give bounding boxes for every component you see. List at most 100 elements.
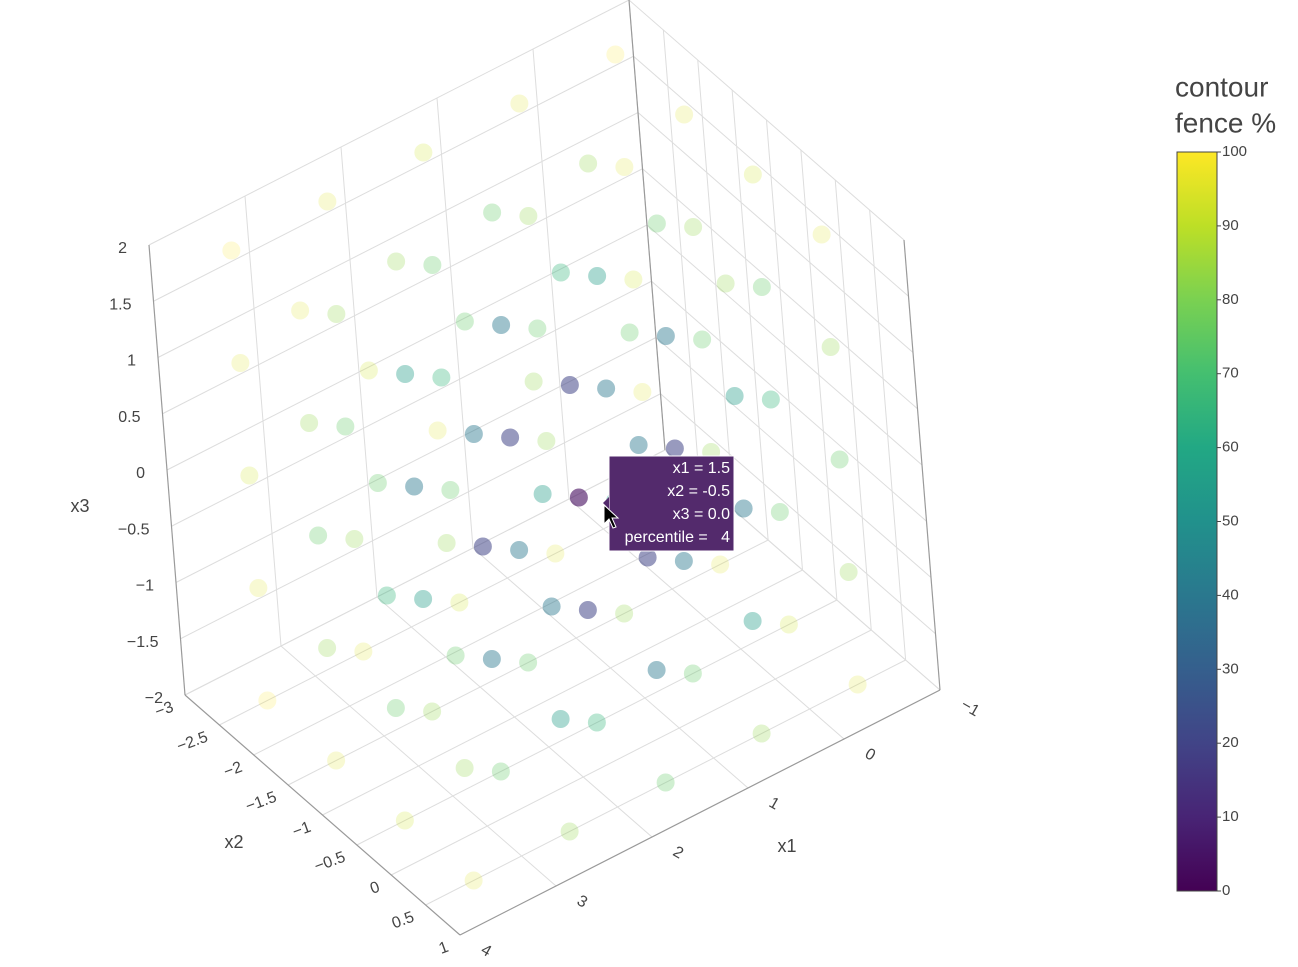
z-tick-label: −2 [145, 690, 163, 707]
colorbar-title: fence % [1175, 107, 1276, 138]
point [839, 563, 858, 581]
colorbar-tick-label: 50 [1222, 512, 1239, 529]
tooltip-box [608, 455, 735, 552]
point [428, 421, 447, 440]
z-tick-label: −1.5 [127, 634, 159, 651]
y-tick-label: 0 [368, 879, 382, 898]
point [231, 354, 250, 372]
point [501, 428, 520, 447]
point [693, 330, 712, 349]
box-edge [628, 0, 666, 451]
point [665, 439, 684, 458]
point [528, 319, 547, 338]
point [597, 379, 616, 398]
point [615, 604, 634, 623]
point [683, 664, 702, 683]
grid-line [633, 55, 909, 297]
point [560, 376, 579, 394]
colorbar-tick-label: 60 [1222, 439, 1239, 456]
tooltip-line: percentile = 4 [625, 529, 731, 546]
colorbar-tick-label: 20 [1222, 734, 1239, 751]
box-edge [148, 244, 186, 696]
grid-line [287, 539, 769, 786]
z-tick-label: −0.5 [118, 521, 150, 538]
point [647, 661, 666, 679]
point [684, 218, 703, 236]
point [482, 650, 501, 668]
point [464, 425, 483, 443]
y-tick-label: −1 [290, 819, 313, 841]
colorbar-tick-label: 70 [1222, 365, 1239, 382]
colorbar-tick-label: 80 [1222, 291, 1239, 308]
z-tick-label: 2 [118, 240, 127, 257]
grid-line [651, 280, 927, 522]
point [633, 383, 652, 401]
point [318, 192, 337, 211]
x-tick-label: 3 [574, 892, 590, 911]
point [779, 615, 798, 634]
y-tick-label: 0.5 [390, 909, 417, 933]
z-tick-label: −1 [136, 578, 154, 595]
y-tick-label: −3 [153, 699, 176, 721]
point [752, 278, 771, 296]
point [455, 312, 474, 331]
tooltip-line: x1 = 1.5 [673, 460, 730, 477]
colorbar-tick-label: 0 [1222, 882, 1230, 899]
point [359, 361, 378, 380]
colorbar-title: contour [1175, 71, 1268, 102]
y-axis-title: x2 [224, 832, 243, 852]
point [455, 759, 474, 777]
z-tick-label: 0.5 [118, 409, 140, 426]
grid-line [356, 599, 838, 846]
point [483, 203, 502, 222]
point [579, 154, 598, 173]
point [491, 762, 510, 781]
point [464, 871, 483, 890]
point [423, 702, 442, 721]
point [405, 477, 424, 496]
tooltip-line: x2 = -0.5 [667, 483, 730, 500]
point [249, 579, 268, 597]
grid-line [628, 0, 905, 241]
grid-line [175, 337, 657, 583]
point [432, 368, 451, 387]
grid-line [391, 629, 872, 876]
point [327, 305, 346, 323]
point [327, 751, 346, 770]
point [345, 530, 364, 548]
box-edge [184, 694, 461, 936]
point [368, 474, 387, 492]
point [848, 675, 867, 694]
grid-line [642, 168, 918, 410]
colorbar-tick-label: 40 [1222, 586, 1239, 603]
point [291, 301, 310, 320]
grid-line [660, 393, 936, 635]
colorbar-tick-label: 90 [1222, 217, 1239, 234]
box-edge [459, 689, 941, 936]
point [725, 387, 744, 405]
y-tick-label: 1 [437, 939, 451, 958]
point [647, 214, 666, 233]
point [674, 552, 693, 570]
point [656, 773, 675, 792]
point [770, 503, 789, 521]
point [336, 417, 355, 436]
point [414, 590, 433, 608]
point [546, 544, 565, 563]
point [542, 597, 561, 616]
point [386, 699, 405, 717]
point [441, 481, 460, 499]
point [354, 642, 373, 661]
colorbar-ticks: 0 10 20 30 40 50 60 70 80 90 100 [1217, 143, 1247, 899]
grid-line [637, 112, 914, 353]
y-tick-label: −2 [222, 759, 245, 781]
x-tick-label: 0 [862, 745, 878, 764]
grid-line [646, 224, 923, 466]
point [606, 45, 625, 64]
point [309, 526, 328, 545]
tooltip-arrow [603, 497, 609, 509]
x-tick-label: 4 [478, 941, 494, 960]
grid-line [153, 55, 634, 302]
point [318, 639, 337, 657]
